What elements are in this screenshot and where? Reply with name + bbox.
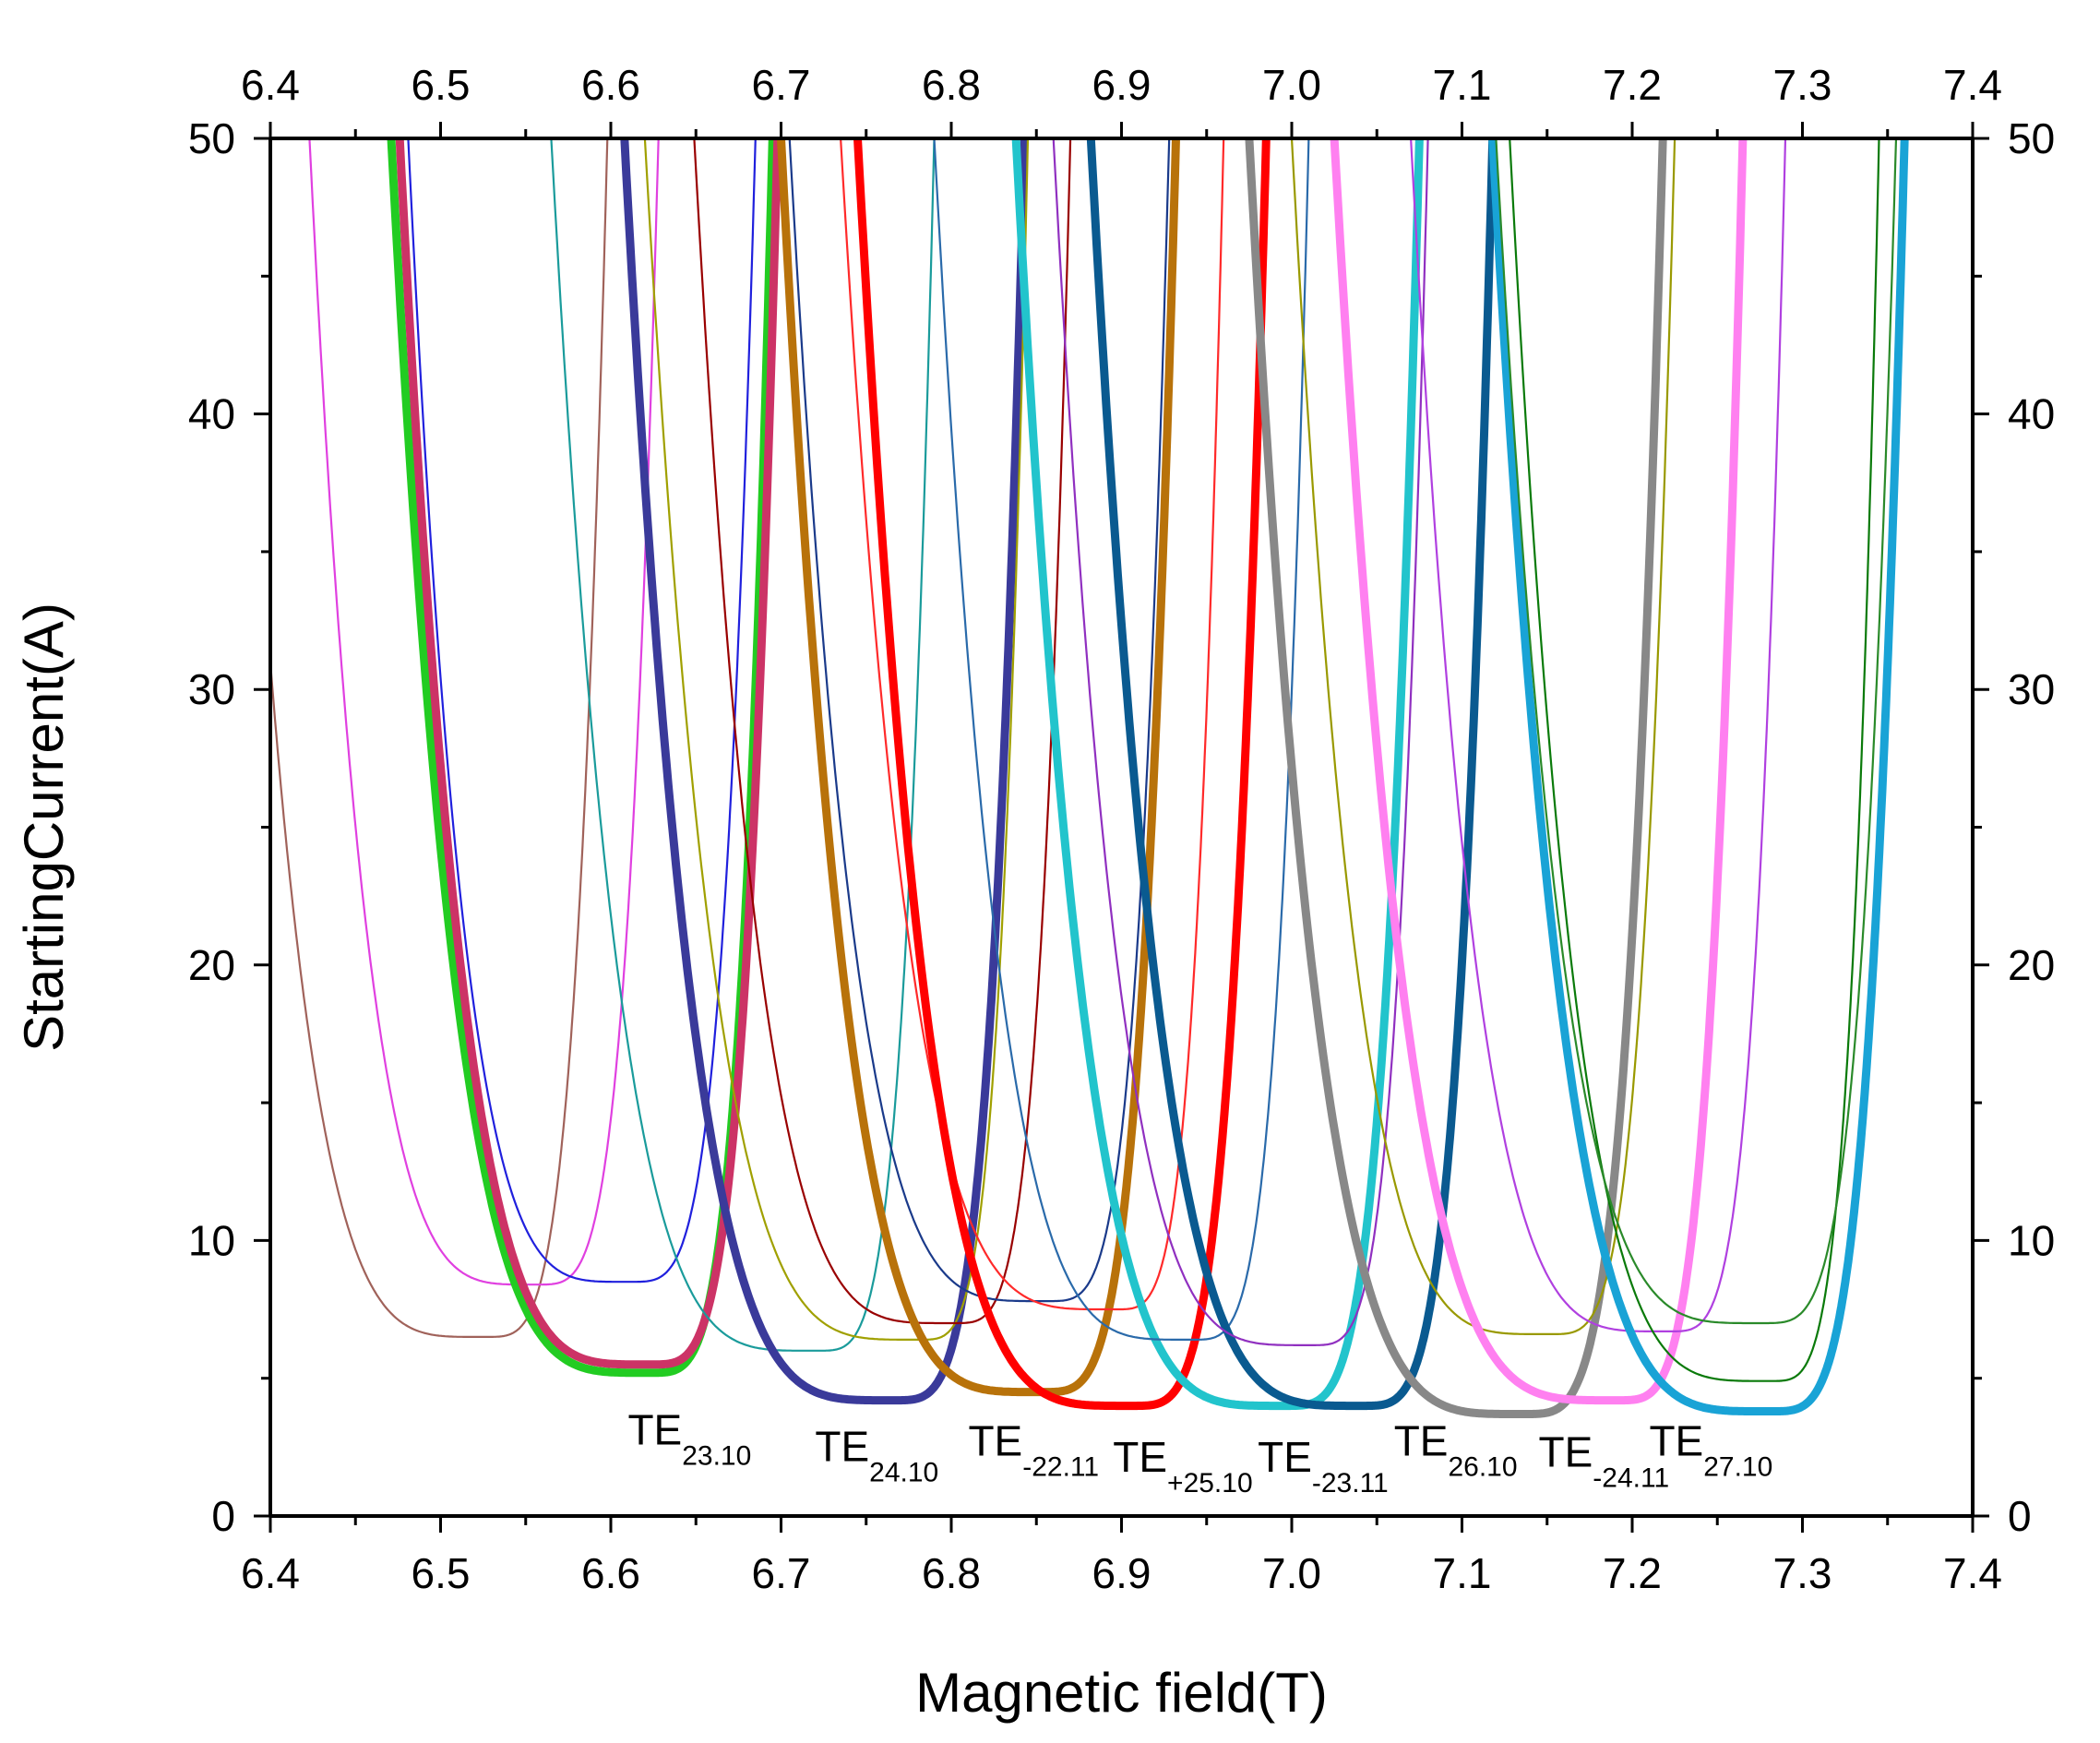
x-tick-label-bottom: 7.0 [1262,1549,1321,1597]
series-navy-thin [788,138,1171,1303]
y-tick-label-left: 0 [211,1492,235,1540]
series-lilac-thin [1410,138,1787,1332]
mode-label: TE-23.11 [1258,1433,1389,1498]
series-green-thick [387,138,777,1378]
series-forest-thin [1509,138,1880,1382]
x-tick-label-bottom: 7.1 [1433,1549,1492,1597]
y-tick-label-right: 40 [2008,390,2055,438]
x-tick-label-top: 6.4 [241,61,300,109]
series-teal-thin [550,138,936,1352]
series-cyan-thick [1011,138,1424,1411]
x-tick-label-top: 6.5 [412,61,471,109]
y-tick-label-left: 20 [188,941,235,989]
x-tick-label-top: 7.0 [1262,61,1321,109]
mode-label: TE-24.11 [1539,1427,1670,1493]
y-tick-label-left: 10 [188,1216,235,1264]
axis-ticks [254,122,1989,1533]
x-tick-label-top: 6.9 [1092,61,1151,109]
series-magenta-thin [308,138,660,1286]
mode-label: TE23.10 [627,1405,751,1471]
series-skyblue-thick [1488,138,1909,1415]
y-tick-label-right: 20 [2008,941,2055,989]
y-tick-label-left: 30 [188,665,235,713]
series-gray-thick [1245,138,1667,1418]
series-steelblue-thin [933,138,1310,1341]
y-tick-label-left: 50 [188,114,235,162]
series-blue-thin [407,138,757,1283]
y-tick-label-right: 30 [2008,665,2055,713]
x-tick-label-bottom: 6.8 [922,1549,981,1597]
series-purple-thin [1052,138,1429,1346]
x-tick-label-bottom: 6.9 [1092,1549,1151,1597]
series-red-thick [853,138,1271,1411]
x-tick-label-bottom: 6.7 [752,1549,811,1597]
y-tick-label-right: 50 [2008,114,2055,162]
curves-layer [270,138,1909,1418]
x-tick-label-bottom: 6.6 [581,1549,640,1597]
mode-label: TE+25.10 [1113,1433,1252,1498]
x-tick-label-top: 7.2 [1603,61,1662,109]
x-tick-label-top: 6.7 [752,61,811,109]
x-tick-label-bottom: 7.4 [1943,1549,2002,1597]
series-olive-thin [643,138,1030,1341]
x-tick-label-bottom: 7.3 [1773,1549,1832,1597]
mode-label: TE-22.11 [968,1416,1099,1482]
x-tick-label-bottom: 6.5 [412,1549,471,1597]
mode-label: TE24.10 [815,1422,938,1487]
axis-tick-labels: 6.4 6.5 6.6 6.7 6.8 6.9 7.0 7.1 7.2 7.3 7.4 6.4 6.5 6… [188,61,2055,1597]
series-crimson-thick [395,138,782,1369]
series-darkgreen-thin [1495,138,1898,1325]
series-indigo-thick [620,138,1029,1405]
x-tick-label-top: 7.1 [1433,61,1492,109]
x-tick-label-top: 7.4 [1943,61,2002,109]
series-red-thin [840,138,1225,1311]
y-tick-label-right: 10 [2008,1216,2055,1264]
x-axis-title: Magnetic field(T) [915,1662,1328,1724]
series-maroon-thin [693,138,1072,1325]
x-tick-label-bottom: 7.2 [1603,1549,1662,1597]
y-tick-label-right: 0 [2008,1492,2032,1540]
series-gold-thin [1290,138,1676,1335]
series-violet-thick [1330,138,1748,1405]
x-tick-label-bottom: 6.4 [241,1549,300,1597]
x-tick-label-top: 6.6 [581,61,640,109]
y-tick-label-left: 40 [188,390,235,438]
mode-label: TE26.10 [1394,1416,1518,1482]
series-darkblue-thick [1086,138,1497,1411]
y-axis-title: StartingCurrent(A) [13,603,75,1052]
x-tick-label-top: 6.8 [922,61,981,109]
mode-label: TE27.10 [1649,1416,1772,1482]
series-brown-thin [270,138,609,1338]
x-tick-label-top: 7.3 [1773,61,1832,109]
